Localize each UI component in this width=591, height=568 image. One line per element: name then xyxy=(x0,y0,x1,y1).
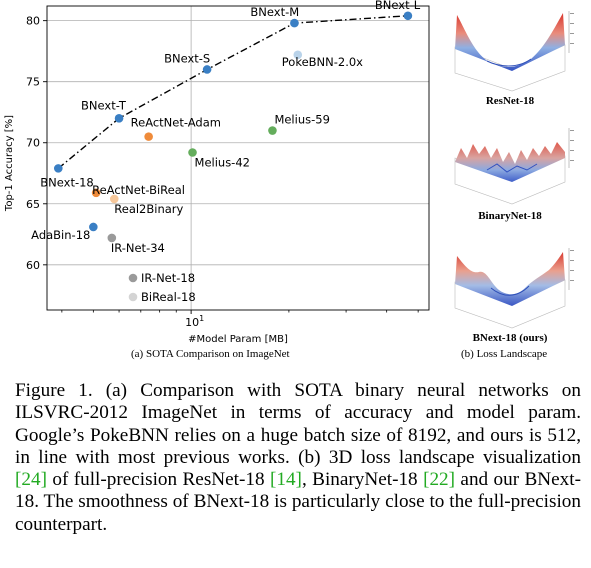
data-label: Melius-59 xyxy=(274,113,329,127)
data-point xyxy=(144,132,153,141)
y-tick-label: 80 xyxy=(26,15,40,28)
bnext-trend-line xyxy=(57,15,408,169)
landscape-label-bnext18: BNext-18 (ours) xyxy=(472,332,548,344)
y-tick-label: 75 xyxy=(26,76,40,89)
data-label: IR-Net-34 xyxy=(111,241,165,255)
data-label: Real2Binary xyxy=(114,202,183,216)
y-tick-label: 65 xyxy=(26,198,40,211)
subcaption-b: (b) Loss Landscape xyxy=(461,348,548,360)
landscape-surface xyxy=(455,252,565,306)
caption-text-3: , BinaryNet-18 xyxy=(301,469,424,491)
legend-label: BiReal-18 xyxy=(141,290,196,304)
data-point xyxy=(89,222,98,232)
landscape-label-resnet18: ResNet-18 xyxy=(485,95,535,107)
legend-label: IR-Net-18 xyxy=(141,271,195,285)
data-label: Melius-42 xyxy=(195,156,250,170)
y-tick-label: 60 xyxy=(26,259,40,272)
legend-marker xyxy=(128,273,138,283)
x-axis-label: #Model Param [MB] xyxy=(188,334,288,345)
data-point xyxy=(268,126,277,135)
caption-text-4: and our BNext-18. The smoothness of BNex… xyxy=(15,469,581,535)
data-point xyxy=(114,114,124,123)
figure-caption: Figure 1. (a) Comparison with SOTA binar… xyxy=(15,380,581,536)
data-label: BNext-18 xyxy=(40,175,93,189)
landscape-label-binarynet18: BinaryNet-18 xyxy=(478,210,542,222)
data-label: BNext-T xyxy=(81,98,127,112)
caption-text-2: of full-precision ResNet-18 xyxy=(46,469,270,491)
data-point xyxy=(109,194,119,204)
citation-link[interactable]: [24] xyxy=(15,469,47,491)
plot-frame xyxy=(46,5,430,311)
legend-marker xyxy=(128,292,138,302)
loss-landscape-bnext18 xyxy=(454,248,574,329)
data-point xyxy=(91,188,101,198)
data-label: PokeBNN-2.0x xyxy=(282,55,363,69)
caption-text-1: Figure 1. (a) Comparison with SOTA binar… xyxy=(15,380,581,468)
data-label: ReActNet-Adam xyxy=(131,116,221,130)
y-axis-label: Top-1 Accuracy [%] xyxy=(4,115,15,212)
data-point xyxy=(53,164,63,173)
data-label: ReActNet-BiReal xyxy=(92,183,185,197)
data-label: AdaBin-18 xyxy=(31,228,90,242)
data-point xyxy=(202,65,212,74)
data-point xyxy=(293,50,303,60)
loss-landscape-binarynet18 xyxy=(454,128,574,205)
loss-landscape-resnet18 xyxy=(454,11,574,92)
y-tick-label: 70 xyxy=(26,137,40,150)
sota-scatter-chart: 60 65 70 75 80 101 #Model Param [MB] Top-1 Accu… xyxy=(4,0,430,345)
data-label: BNext-M xyxy=(250,5,299,19)
citation-link[interactable]: [14] xyxy=(269,469,302,491)
landscape-surface xyxy=(455,142,565,182)
data-point xyxy=(290,18,299,28)
citation-link[interactable]: [22] xyxy=(423,469,456,491)
x-tick-label: 101 xyxy=(185,314,204,329)
data-point xyxy=(403,11,413,21)
data-label: BNext-S xyxy=(164,51,210,65)
subcaption-a: (a) SOTA Comparison on ImageNet xyxy=(131,348,290,360)
landscape-surface xyxy=(455,13,565,71)
data-point xyxy=(188,148,197,157)
data-point xyxy=(107,233,117,243)
data-label: BNext-L xyxy=(375,0,421,12)
